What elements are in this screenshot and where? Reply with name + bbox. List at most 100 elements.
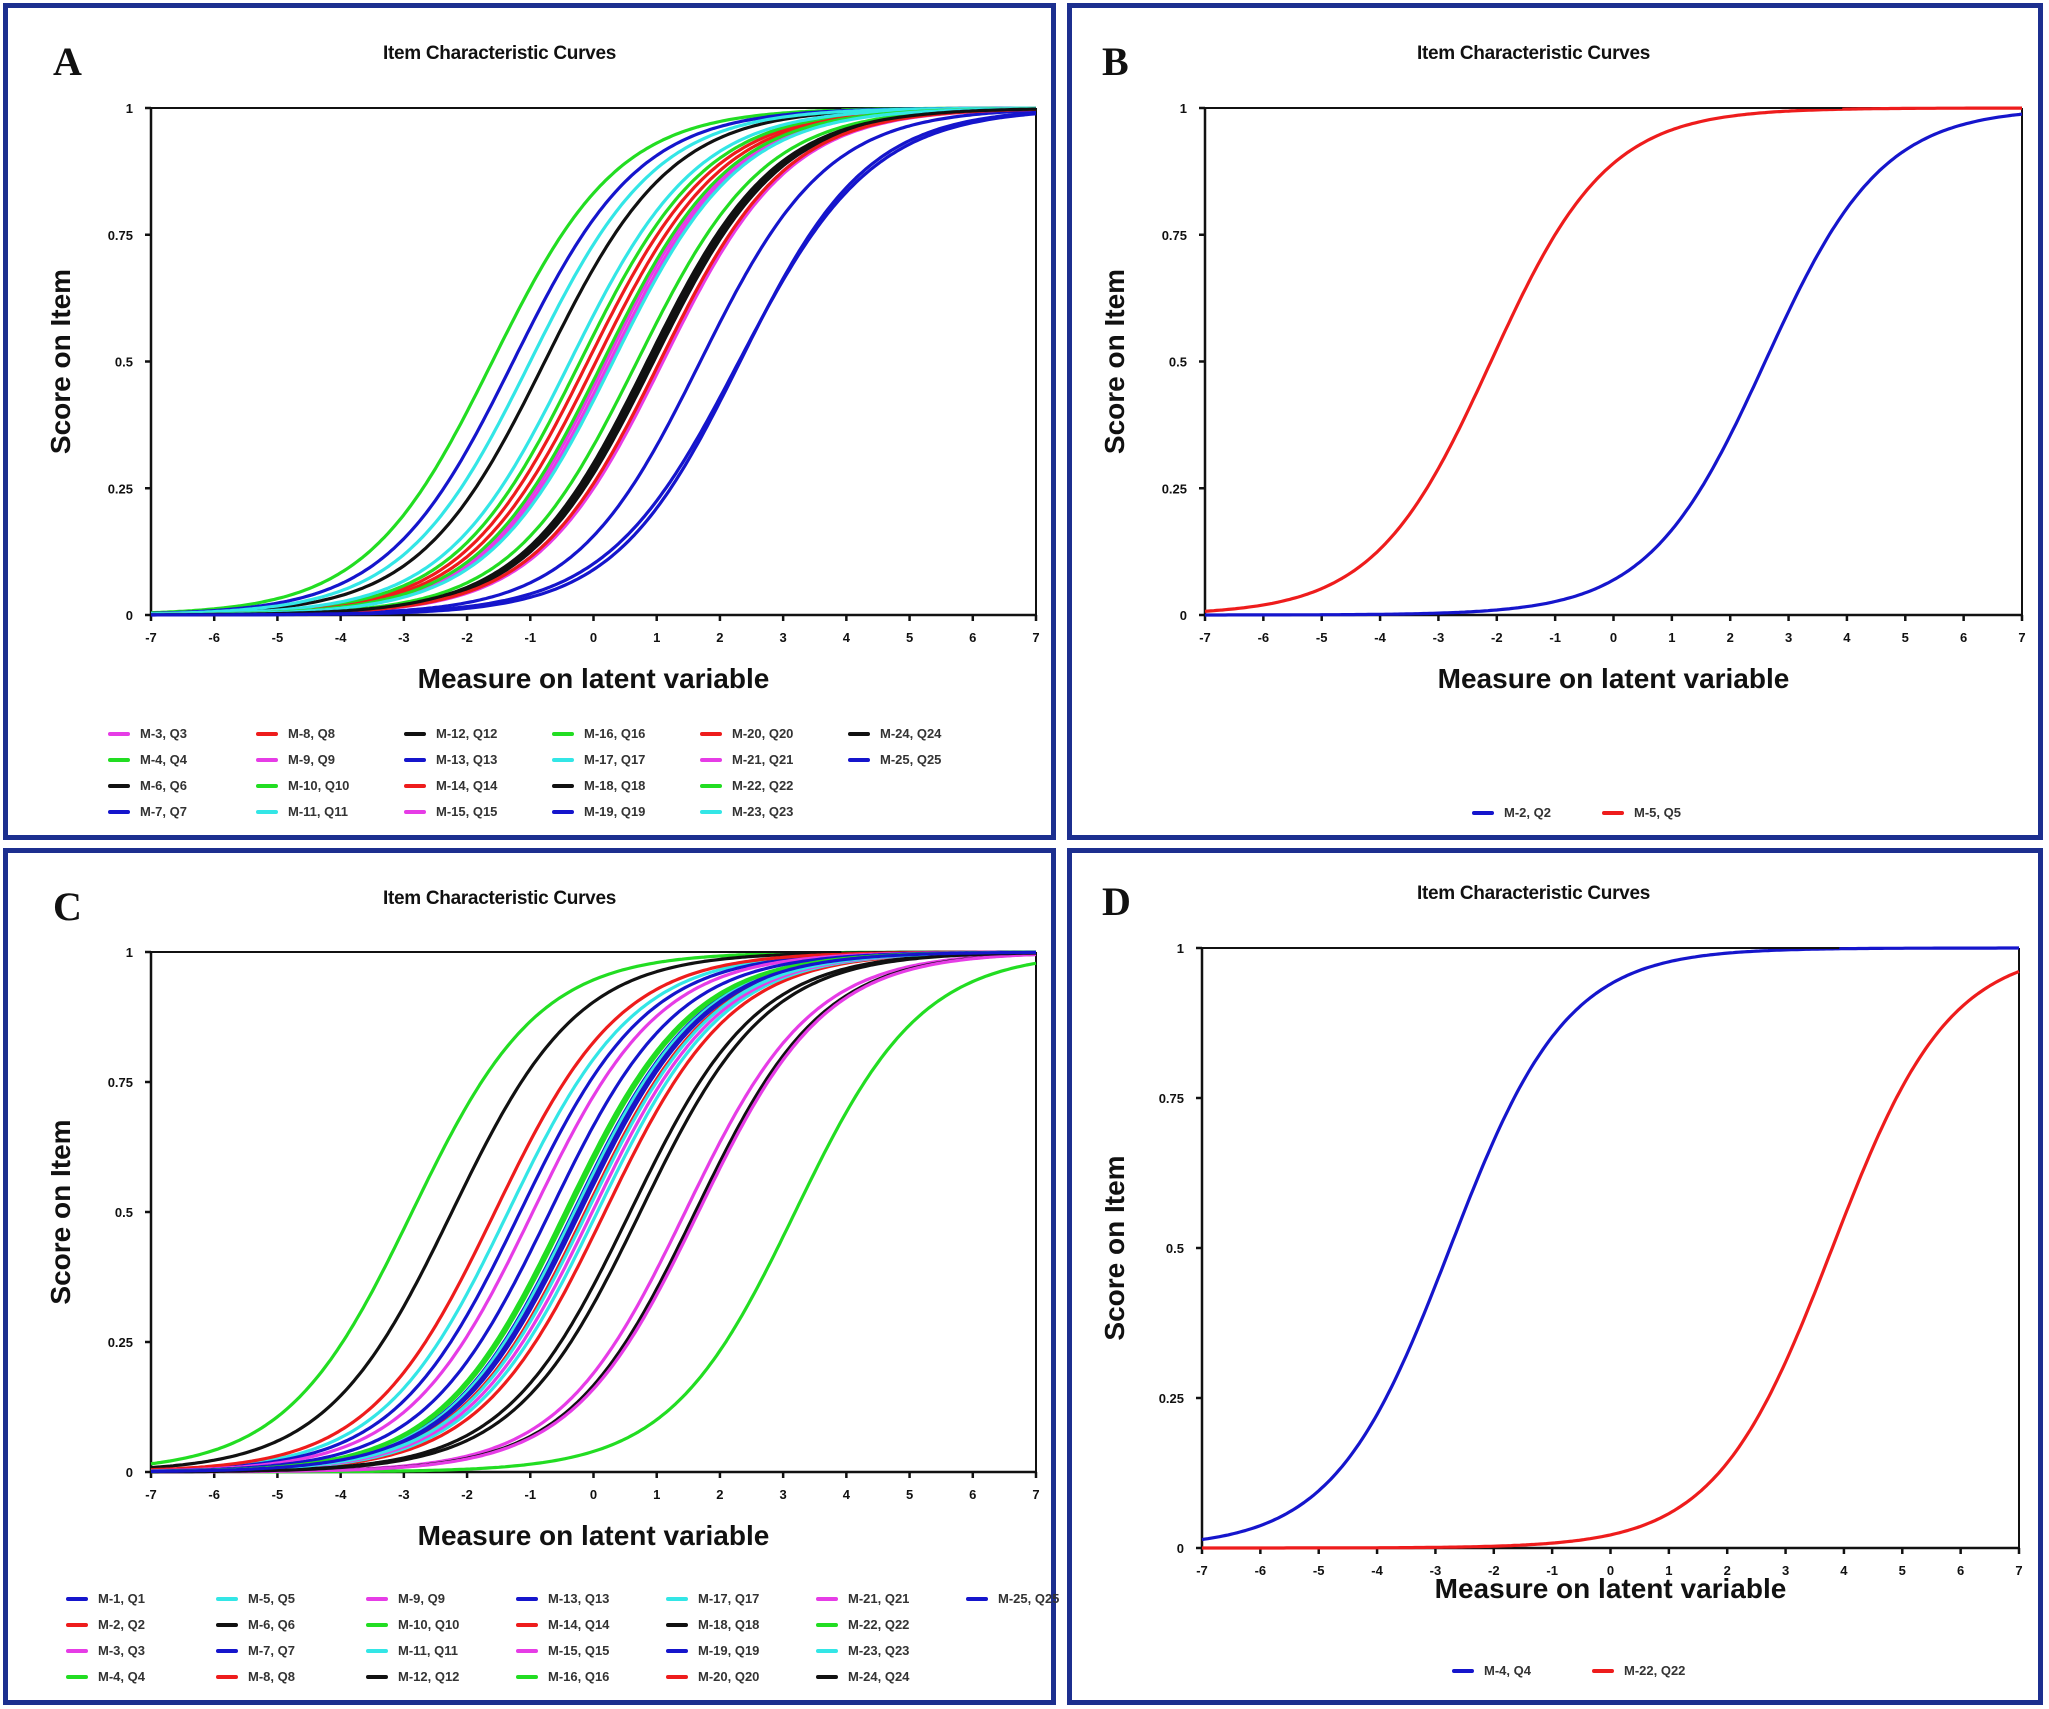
x-tick-label: 2 (716, 1487, 723, 1502)
legend-item: M-23, Q23 (700, 804, 793, 819)
x-tick-label: 3 (1782, 1563, 1789, 1578)
x-tick-label: 5 (906, 1487, 913, 1502)
x-tick-label: -3 (398, 630, 410, 645)
x-tick-label: 5 (906, 630, 913, 645)
y-tick-label: 0.5 (115, 1205, 133, 1220)
legend-item: M-24, Q24 (816, 1669, 909, 1684)
x-tick-label: -7 (145, 1487, 157, 1502)
x-tick-label: -2 (461, 1487, 473, 1502)
y-tick-label: 0 (1180, 608, 1187, 623)
legend-item: M-8, Q8 (256, 726, 335, 741)
curve-m-16-q16 (151, 107, 1037, 617)
legend-item: M-5, Q5 (216, 1591, 295, 1606)
x-tick-label: 3 (780, 630, 787, 645)
y-tick-label: 1 (1180, 101, 1187, 116)
x-tick-label: -7 (1196, 1563, 1208, 1578)
panel-c: C Item Characteristic Curves -7 -6 -5 -4 -3-… (3, 848, 1059, 1705)
legend-item: M-15, Q15 (516, 1643, 609, 1658)
legend-swatch (256, 809, 278, 814)
legend-label: M-7, Q7 (248, 1643, 295, 1658)
x-tick-label: 7 (1032, 630, 1039, 645)
legend-label: M-15, Q15 (436, 804, 498, 819)
legend-swatch (666, 1674, 688, 1679)
legend-label: M-4, Q4 (140, 752, 187, 767)
x-tick-label: -5 (272, 630, 284, 645)
y-tick-label: 0.5 (115, 355, 133, 370)
chart-title: Item Characteristic Curves (383, 888, 616, 909)
x-tick-label: 5 (1902, 630, 1909, 645)
curve-m-24-q24 (151, 107, 1036, 617)
x-tick-label: -5 (1313, 1563, 1325, 1578)
legend-item: M-14, Q14 (516, 1617, 609, 1632)
y-axis-title: Score on Item (1099, 269, 1130, 454)
legend-label: M-12, Q12 (398, 1669, 460, 1684)
x-tick-label: 1 (1665, 1563, 1672, 1578)
x-axis-title: Measure on latent variable (1435, 1573, 1787, 1604)
legend-item: M-11, Q11 (256, 804, 348, 819)
x-tick-label: 2 (716, 630, 723, 645)
legend-item: M-10, Q10 (366, 1617, 459, 1632)
x-tick-label: -5 (272, 1487, 284, 1502)
y-tick-label: 0.25 (108, 1335, 133, 1350)
x-tick-label: -1 (525, 1487, 537, 1502)
x-tick-label: 7 (1032, 1487, 1039, 1502)
legend-label: M-9, Q9 (288, 752, 335, 767)
legend-swatch (816, 1648, 838, 1653)
panel-letter: C (53, 884, 82, 929)
y-axis-title: Score on Item (45, 1119, 76, 1304)
curve-m-22-q22 (151, 106, 1037, 617)
x-tick-label: -5 (1316, 630, 1328, 645)
curve-m-18-q18 (151, 107, 1037, 617)
legend-label: M-2, Q2 (1504, 805, 1551, 820)
legend-label: M-14, Q14 (548, 1617, 610, 1632)
legend-swatch (66, 1674, 88, 1679)
y-tick-label: 0.5 (1166, 1241, 1184, 1256)
legend-item: M-12, Q12 (404, 726, 497, 741)
y-tick-label: 0 (1177, 1541, 1184, 1556)
legend-label: M-12, Q12 (436, 726, 498, 741)
x-tick-label: -1 (525, 630, 537, 645)
legend-label: M-15, Q15 (548, 1643, 610, 1658)
x-tick-label: -7 (1199, 630, 1211, 645)
legend-label: M-19, Q19 (698, 1643, 760, 1658)
y-tick-label: 0.5 (1169, 355, 1187, 370)
legend-label: M-20, Q20 (732, 726, 794, 741)
legend-swatch (816, 1674, 838, 1679)
legend-item: M-6, Q6 (108, 778, 187, 793)
curve-m-24-q24 (151, 951, 1036, 1474)
legend-item: M-13, Q13 (516, 1591, 609, 1606)
curve-m-25-q25 (151, 112, 1037, 617)
legend-swatch (1592, 1668, 1614, 1673)
legend-item: M-11, Q11 (366, 1643, 458, 1658)
legend-item: M-4, Q4 (66, 1669, 145, 1684)
legend-swatch (108, 783, 130, 788)
x-tick-label: -4 (335, 630, 347, 645)
legend-item: M-24, Q24 (848, 726, 941, 741)
legend-label: M-10, Q10 (398, 1617, 460, 1632)
curve-m-14-q14 (150, 106, 1036, 617)
legend-label: M-5, Q5 (248, 1591, 295, 1606)
x-tick-label: -2 (1488, 1563, 1500, 1578)
legend-label: M-24, Q24 (848, 1669, 910, 1684)
legend-item: M-6, Q6 (216, 1617, 295, 1632)
legend-swatch (366, 1648, 388, 1653)
curve-m-20-q20 (151, 107, 1037, 617)
legend-swatch (966, 1596, 988, 1601)
curve-m-12-q12 (151, 107, 1037, 617)
legend-label: M-17, Q17 (698, 1591, 760, 1606)
legend-item: M-10, Q10 (256, 778, 349, 793)
curve-m-5-q5 (1204, 106, 2022, 613)
legend-label: M-18, Q18 (584, 778, 646, 793)
x-tick-label: 0 (590, 1487, 597, 1502)
x-tick-label: -1 (1549, 630, 1561, 645)
legend-item: M-25, Q25 (848, 752, 941, 767)
legend-label: M-16, Q16 (548, 1669, 610, 1684)
chart-plot-a: -7 -6 -5 -4 -3 -2 -1 0 1 2 3 4 5 6 7 0 0.25 0.5 0.75 1 Measu… (45, 101, 1040, 694)
legend-item: M-12, Q12 (366, 1669, 459, 1684)
legend-item: M-19, Q19 (666, 1643, 759, 1658)
legend-label: M-22, Q22 (848, 1617, 910, 1632)
legend-label: M-14, Q14 (436, 778, 498, 793)
legend-item: M-1, Q1 (66, 1591, 145, 1606)
legend-swatch (404, 757, 426, 762)
legend-label: M-3, Q3 (98, 1643, 145, 1658)
